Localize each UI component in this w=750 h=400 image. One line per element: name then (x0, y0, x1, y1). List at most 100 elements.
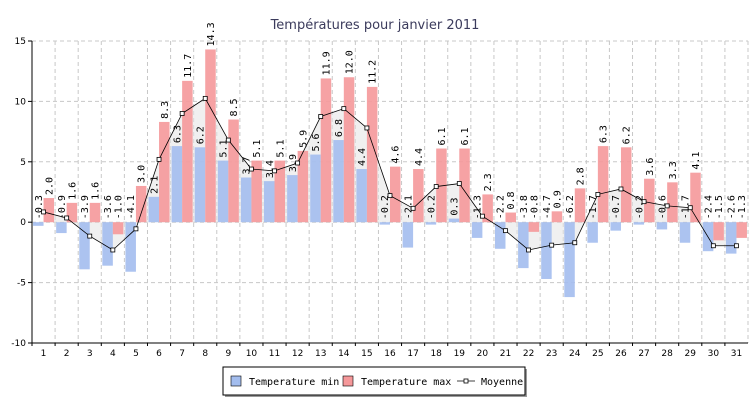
bar-temperature-max (413, 169, 424, 223)
mean-point (456, 181, 462, 186)
data-label-max: 6.3 (599, 125, 610, 143)
x-tick-label: 2 (64, 349, 70, 359)
y-tick-label: -5 (17, 279, 26, 289)
y-tick-label: 0 (20, 218, 26, 228)
data-label-min: -2.4 (704, 195, 715, 219)
bar-temperature-min (79, 222, 90, 270)
mean-point (687, 205, 693, 211)
data-label-min: -2.2 (496, 195, 507, 219)
x-tick-label: 30 (708, 349, 720, 359)
data-label-min: -3.6 (103, 195, 114, 219)
data-label-max: -1.0 (114, 195, 125, 219)
x-tick-label: 6 (156, 349, 162, 359)
mean-point (410, 205, 416, 211)
data-label-min: -3.8 (519, 195, 530, 219)
legend-swatch-max (342, 375, 354, 387)
bar-temperature-min (171, 146, 183, 223)
bar-temperature-max (551, 211, 563, 223)
legend-label-min: Temperature min (249, 377, 339, 388)
bar-temperature-max (597, 146, 609, 223)
data-label-min: -0.6 (657, 195, 668, 219)
mean-point (318, 114, 324, 119)
mean-point (549, 242, 555, 248)
x-tick-label: 15 (361, 349, 372, 359)
x-tick-label: 22 (523, 349, 534, 359)
data-label-max: 1.6 (90, 182, 101, 200)
data-label-min: -0.9 (57, 195, 68, 219)
data-label-min: -1.3 (473, 195, 484, 219)
x-tick-label: 14 (338, 349, 350, 359)
data-label-max: 0.8 (506, 191, 517, 209)
bar-temperature-max (436, 148, 447, 223)
bar-temperature-min (587, 222, 598, 243)
mean-point (156, 156, 162, 162)
bar-temperature-min (56, 222, 67, 234)
x-tick-label: 13 (315, 349, 326, 359)
mean-point (295, 160, 301, 166)
bar-temperature-max (482, 194, 493, 223)
data-labels-group: -0.3 -0.9 -3.9 -3.6 -4.12.16.3 6.25.13.7 3.4 3.… (34, 22, 748, 219)
mean-point (87, 233, 93, 239)
mean-point (364, 125, 370, 131)
bar-temperature-min (379, 222, 390, 225)
data-label-min: -0.2 (380, 195, 391, 219)
bar-temperature-max (528, 222, 540, 232)
bar-temperature-min (240, 177, 252, 223)
mean-point (526, 247, 531, 253)
bar-temperature-min (564, 222, 575, 298)
bar-temperature-min (310, 154, 321, 223)
mean-point (479, 213, 485, 219)
data-label-max: 6.2 (622, 126, 633, 144)
data-label-max: 12.0 (345, 50, 356, 74)
bar-temperature-max (390, 166, 401, 223)
data-label-min: -1.7 (681, 195, 692, 219)
data-label-min: -0.7 (611, 195, 622, 219)
bars-group (33, 49, 747, 298)
bar-temperature-min (194, 147, 206, 223)
chart-title: Températures pour janvier 2011 (270, 18, 480, 33)
mean-point (41, 209, 46, 215)
legend-label-mean: Moyenne (481, 377, 523, 388)
data-label-max: 4.6 (391, 146, 402, 164)
x-tick-label: 9 (225, 349, 231, 359)
bar-temperature-min (656, 222, 668, 230)
bar-temperature-max (182, 80, 193, 223)
data-label-max: 5.1 (275, 140, 286, 158)
bar-temperature-max (112, 222, 124, 235)
mean-point (179, 111, 185, 116)
data-label-max: -1.3 (737, 195, 748, 219)
bar-temperature-max (320, 78, 332, 223)
data-label-min: -4.1 (126, 195, 137, 219)
mean-point (503, 228, 508, 234)
data-label-min: 3.4 (265, 160, 276, 178)
data-label-min: 0.3 (450, 198, 461, 216)
x-tick-label: 29 (685, 349, 697, 359)
data-label-min: 3.9 (288, 154, 299, 172)
bar-temperature-min (425, 222, 437, 225)
bar-temperature-max (690, 172, 701, 223)
bar-temperature-max (505, 212, 516, 223)
data-label-max: 3.6 (645, 158, 656, 176)
x-tick-label: 1 (41, 349, 47, 359)
data-label-max: -0.8 (529, 195, 540, 219)
data-label-max: 5.9 (298, 130, 309, 148)
mean-point (64, 215, 70, 221)
bar-temperature-min (33, 222, 44, 226)
mean-point (433, 184, 439, 189)
x-tick-label: 4 (110, 349, 116, 359)
data-label-max: 11.9 (321, 51, 332, 75)
x-tick-label: 23 (546, 349, 557, 359)
bar-temperature-max (366, 86, 378, 223)
bar-temperature-max (667, 182, 678, 223)
y-tick-label: -10 (11, 339, 26, 349)
mean-point (133, 226, 139, 232)
bar-temperature-min (402, 222, 414, 248)
mean-point (641, 199, 647, 205)
bar-temperature-max (135, 185, 147, 223)
mean-point (249, 166, 254, 172)
x-tick-label: 16 (384, 349, 396, 359)
mean-point (595, 192, 601, 197)
data-label-max: 4.1 (691, 152, 702, 170)
x-tick-label: 10 (246, 349, 258, 359)
